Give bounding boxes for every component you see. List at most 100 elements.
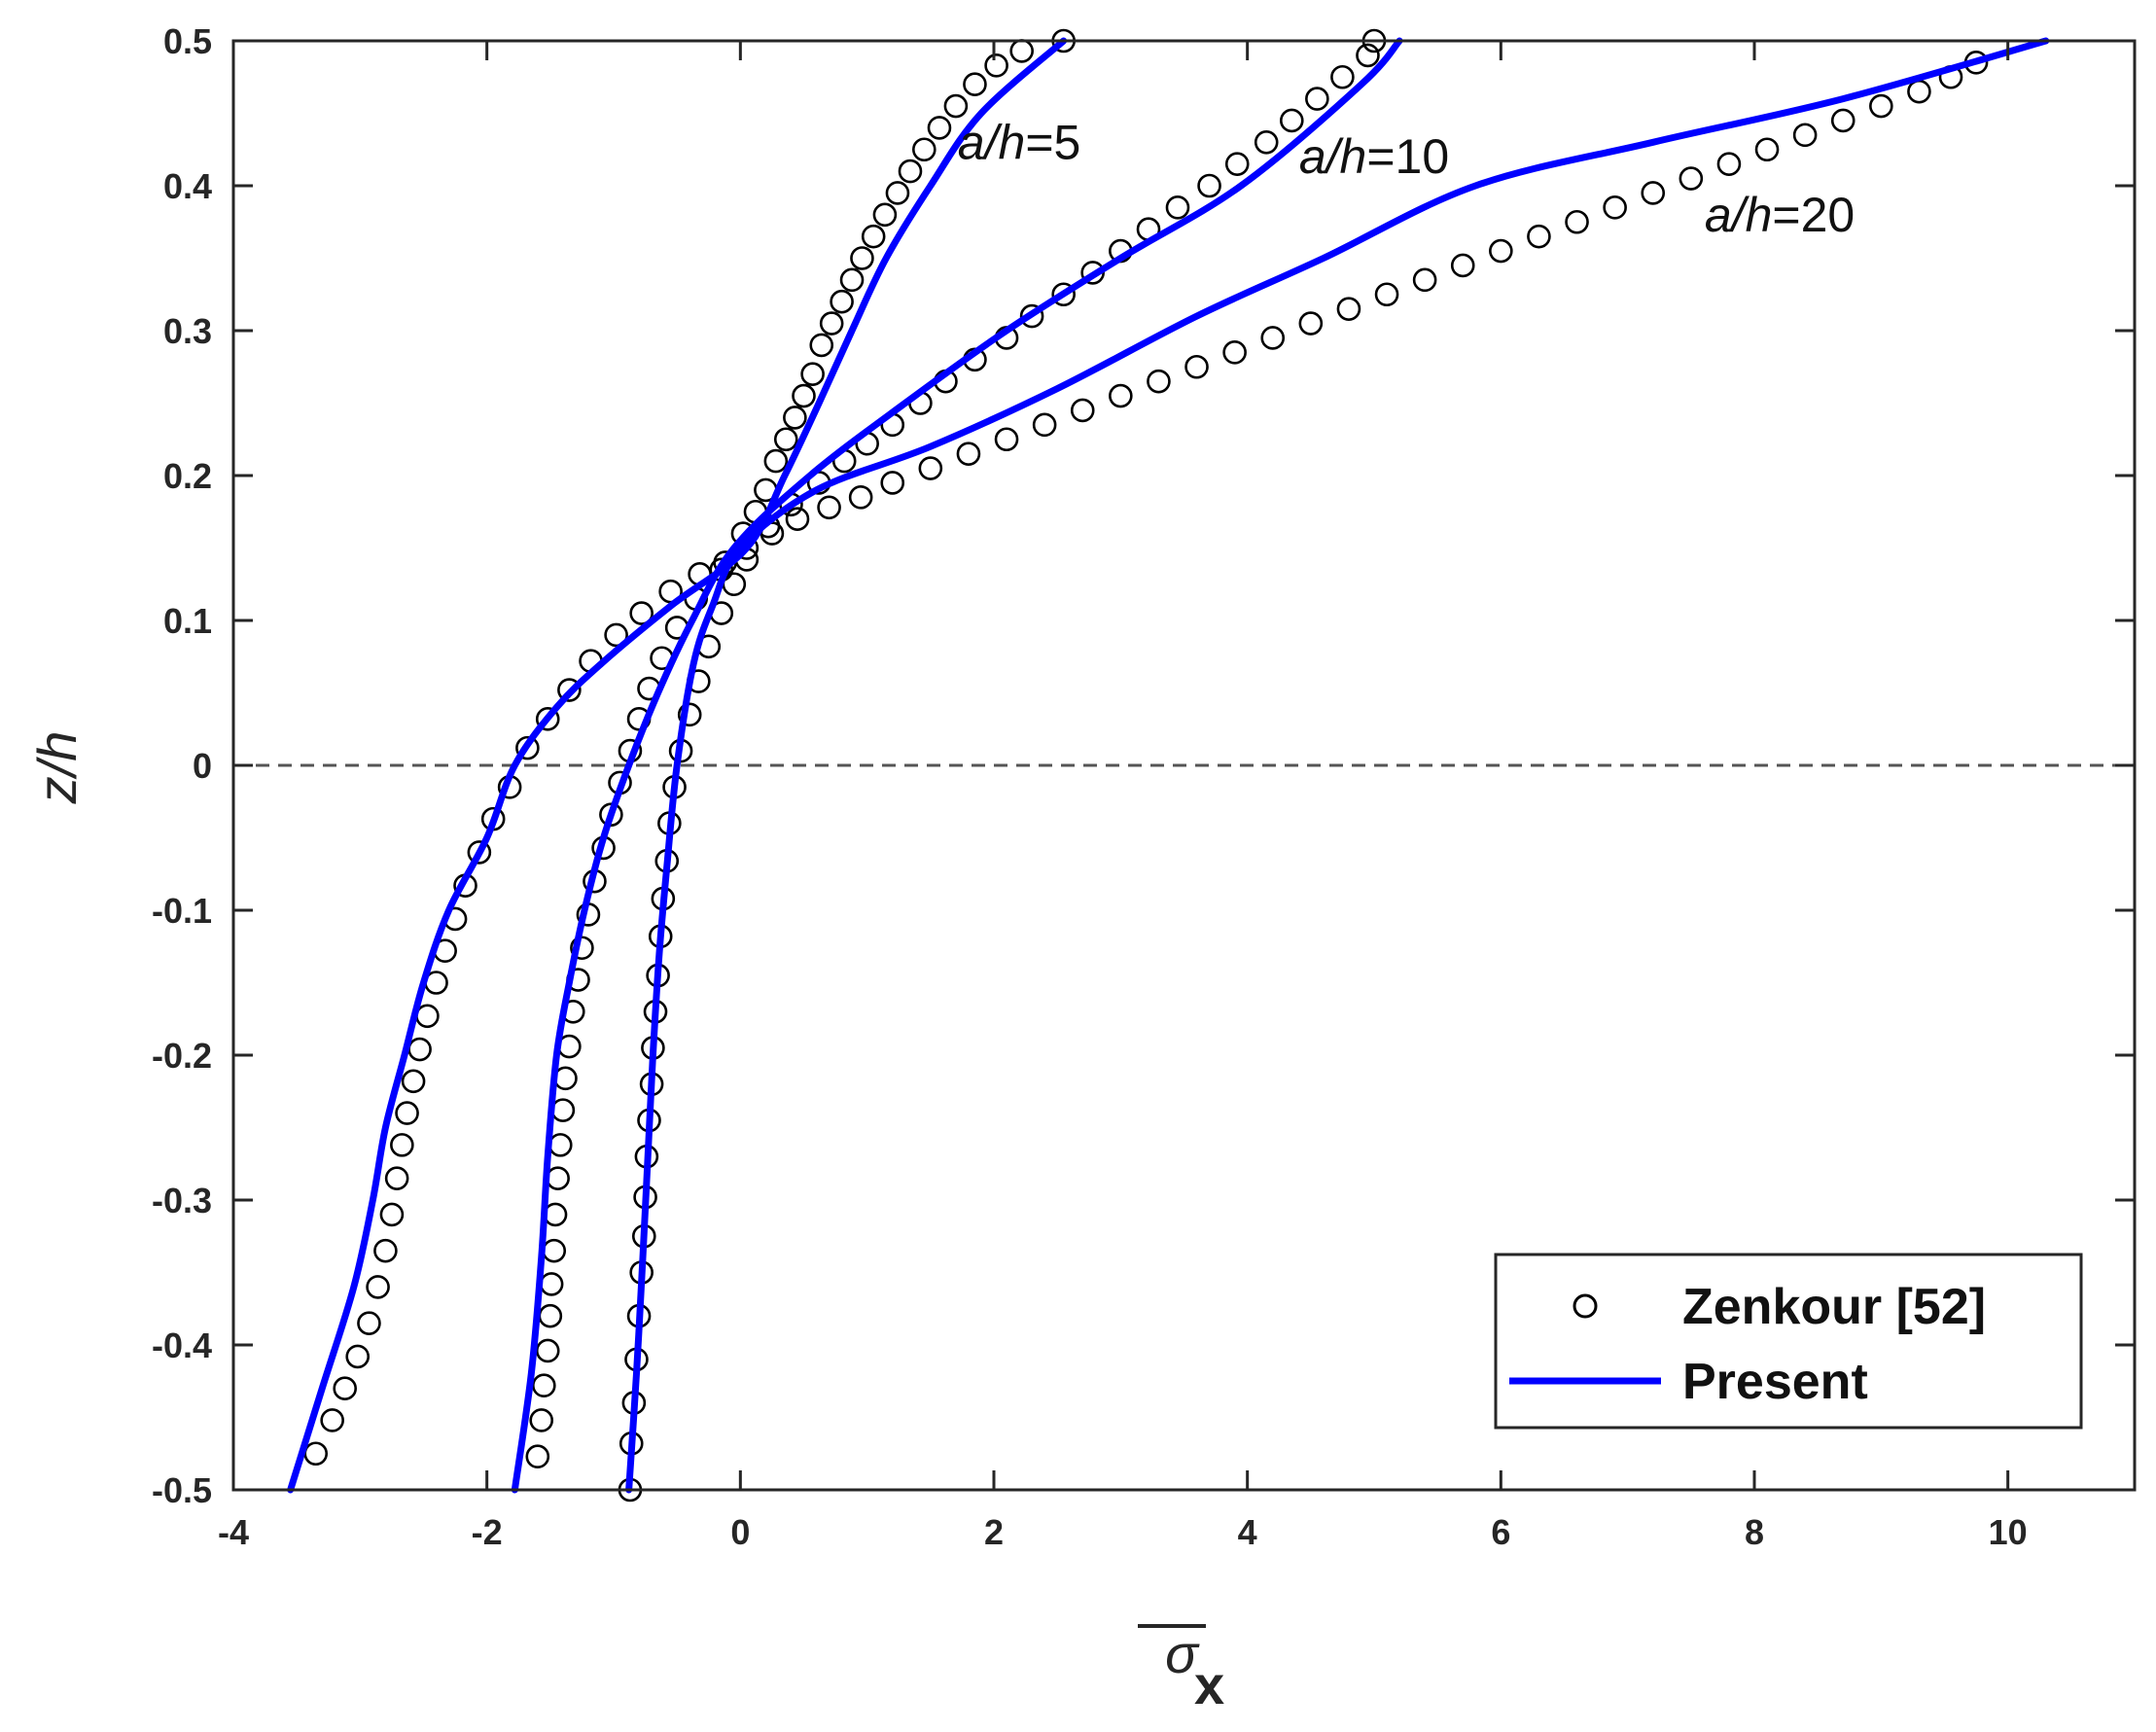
- data-point-marker: [817, 495, 841, 520]
- data-point-marker: [1412, 267, 1437, 293]
- data-point-marker: [898, 159, 923, 184]
- data-point-marker: [1260, 326, 1286, 350]
- data-point-marker: [1641, 181, 1666, 205]
- x-tick-label: 0: [730, 1512, 750, 1552]
- curve-labels: a/h=5 a/h=10 a/h=20: [958, 115, 1855, 242]
- y-tick-label: 0.1: [163, 601, 212, 641]
- y-tick-label: 0.5: [163, 21, 212, 61]
- data-point-marker: [384, 1166, 409, 1190]
- data-point-marker: [1336, 297, 1361, 321]
- present-curve-line: [625, 37, 2050, 1494]
- data-point-marker: [629, 601, 654, 625]
- y-tick-labels: -0.5 -0.4 -0.3 -0.2 -0.1 0 0.1 0.2 0.3 0.4 0.5: [152, 21, 212, 1510]
- data-point-marker: [956, 442, 981, 466]
- data-point-marker: [783, 406, 807, 430]
- data-point-marker: [1070, 398, 1095, 423]
- data-point-marker: [912, 137, 937, 162]
- data-point-marker: [357, 1311, 381, 1335]
- data-point-marker: [785, 507, 810, 532]
- data-point-marker: [1032, 412, 1057, 438]
- data-point-marker: [373, 1238, 398, 1263]
- y-tick-label: -0.5: [152, 1470, 212, 1510]
- legend-label-zenkour: Zenkour [52]: [1682, 1279, 1986, 1335]
- data-point-marker: [763, 448, 789, 474]
- data-point-marker: [599, 802, 623, 827]
- data-point-marker: [1374, 282, 1399, 307]
- data-point-marker: [819, 311, 844, 336]
- curve-label: a/h=20: [1705, 188, 1855, 242]
- data-point-marker: [525, 1444, 550, 1469]
- present-curve-line: [511, 37, 1403, 1494]
- data-point-marker: [1527, 224, 1551, 249]
- data-point-marker: [792, 383, 816, 408]
- x-tick-label: 2: [984, 1512, 1004, 1552]
- legend-circle-marker: [1573, 1293, 1598, 1319]
- data-point-marker: [830, 289, 854, 314]
- present-curves: [287, 37, 2050, 1494]
- data-point-marker: [1792, 123, 1818, 148]
- data-point-marker: [927, 116, 952, 140]
- legend-label-present: Present: [1682, 1354, 1868, 1410]
- data-point-marker: [1224, 152, 1250, 176]
- data-point-marker: [535, 707, 560, 731]
- data-point-marker: [872, 202, 898, 228]
- data-point-marker: [1109, 383, 1133, 408]
- curve-label: a/h=10: [1299, 129, 1449, 184]
- x-tick-label: 8: [1745, 1512, 1764, 1552]
- y-tick-label: -0.2: [152, 1036, 212, 1076]
- data-point-marker: [570, 936, 594, 961]
- data-point-marker: [800, 362, 825, 387]
- x-tick-label: 10: [1989, 1512, 2028, 1552]
- data-point-marker: [557, 678, 582, 702]
- x-tick-label: 6: [1491, 1512, 1510, 1552]
- data-point-marker: [1450, 253, 1475, 278]
- x-axis-subscript: x: [1194, 1654, 1224, 1715]
- data-point-marker: [1147, 369, 1171, 394]
- data-point-marker: [1279, 108, 1304, 133]
- data-point-marker: [994, 427, 1019, 452]
- data-point-marker: [320, 1408, 344, 1432]
- data-point-marker: [345, 1344, 371, 1369]
- data-point-marker: [963, 72, 987, 96]
- present-curve-line: [287, 37, 1068, 1494]
- data-point-marker: [467, 840, 492, 865]
- data-point-marker: [850, 246, 874, 270]
- data-point-marker: [1165, 195, 1190, 220]
- data-point-marker: [1356, 43, 1380, 68]
- x-tick-labels: -4 -2 0 2 4 6 8 10: [218, 1512, 2028, 1552]
- data-point-marker: [1222, 340, 1247, 365]
- data-point-marker: [1330, 64, 1355, 89]
- data-point-marker: [1305, 87, 1329, 111]
- data-point-marker: [861, 224, 886, 249]
- data-point-marker: [1565, 209, 1589, 234]
- data-point-marker: [809, 333, 834, 358]
- data-point-marker: [515, 735, 540, 760]
- legend: Zenkour [52] Present: [1494, 1253, 2083, 1430]
- axes: [231, 39, 2137, 1492]
- data-point-marker: [379, 1202, 405, 1227]
- x-tick-label: 4: [1238, 1512, 1257, 1552]
- y-tick-label: 0: [193, 746, 212, 786]
- data-point-marker: [1716, 152, 1742, 176]
- data-point-marker: [839, 267, 865, 293]
- data-point-marker: [1754, 137, 1780, 162]
- data-point-marker: [1830, 108, 1856, 133]
- data-point-marker: [604, 622, 628, 648]
- data-point-marker: [943, 93, 969, 119]
- y-tick-label: -0.4: [152, 1326, 212, 1365]
- x-tick-label: -4: [218, 1512, 249, 1552]
- data-point-marker: [1051, 282, 1076, 307]
- data-point-marker: [1489, 238, 1513, 264]
- data-point-marker: [1603, 195, 1627, 220]
- legend-box: [1494, 1253, 2083, 1430]
- data-point-marker: [1298, 311, 1324, 336]
- data-point-marker: [395, 1101, 419, 1125]
- data-point-marker: [1679, 166, 1704, 191]
- data-point-marker: [1254, 130, 1279, 155]
- data-point-marker: [1019, 303, 1044, 329]
- data-point-marker: [984, 53, 1008, 78]
- curve-label: a/h=5: [958, 115, 1081, 169]
- data-point-marker: [390, 1133, 414, 1157]
- y-tick-label: -0.3: [152, 1181, 212, 1220]
